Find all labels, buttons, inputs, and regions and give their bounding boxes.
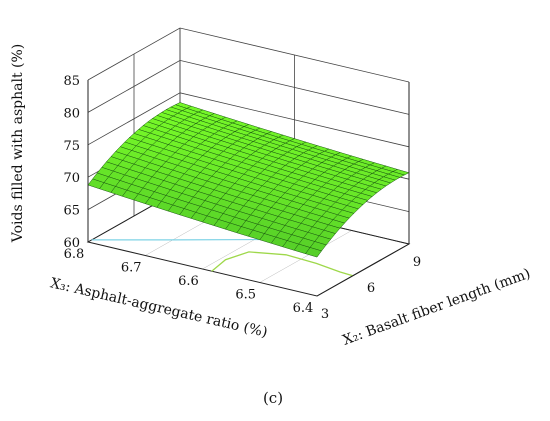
z-tick-label: 65 (63, 204, 80, 219)
z-tick-label: 85 (63, 74, 80, 89)
z-tick-label: 80 (63, 106, 80, 121)
floor-edge (316, 243, 410, 297)
floor-gridline (259, 230, 352, 283)
y-tick-label: 6.7 (121, 261, 142, 276)
response-surface (87, 80, 410, 297)
z-tick-label: 60 (63, 236, 80, 251)
y-tick-label: 6.4 (293, 301, 314, 316)
x-tick-label: 9 (413, 255, 421, 270)
z-tick-label: 70 (63, 171, 80, 186)
contour-line (211, 251, 354, 277)
y-tick-label: 6.6 (178, 274, 199, 289)
y-axis-title: X₃: Asphalt-aggregate ratio (%) (49, 275, 269, 341)
x-axis-title: X₂: Basalt fiber length (mm) (341, 266, 533, 349)
x-tick-label: 6 (367, 281, 375, 296)
z-tick-label: 75 (63, 139, 80, 154)
tick-labels: 60 65 70 75 80 85 6.4 6.5 6.6 6.7 6.8 3 6 9 (63, 74, 421, 322)
x-tick-label: 3 (321, 307, 329, 322)
figure-caption: (c) (263, 389, 283, 407)
wall-gridline (87, 27, 410, 83)
surface-cell (305, 247, 323, 258)
y-tick-label: 6.8 (64, 247, 85, 262)
z-axis-title: Voids filled with asphalt (%) (10, 44, 26, 244)
wall-gridline (87, 59, 410, 115)
y-tick-label: 6.5 (235, 288, 256, 303)
